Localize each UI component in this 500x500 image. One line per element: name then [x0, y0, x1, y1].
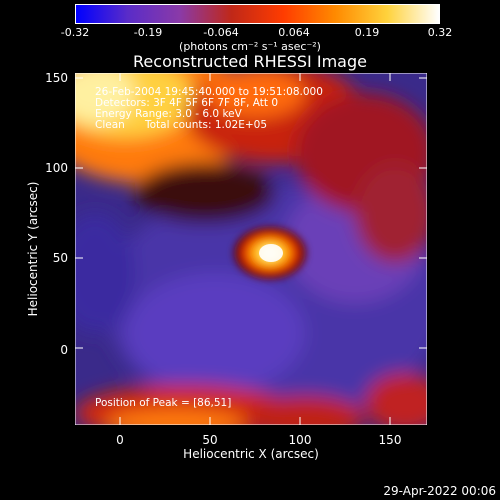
y-axis-label: Heliocentric Y (arcsec): [26, 181, 40, 317]
y-tick-label: 100: [45, 161, 68, 175]
y-tick-label: 150: [45, 71, 68, 85]
x-tick-label: 0: [116, 433, 124, 447]
peak-position-label: Position of Peak = [86,51]: [95, 397, 232, 409]
colorbar-tick: -0.19: [133, 26, 163, 39]
solar-image-canvas: [75, 73, 427, 425]
info-algorithm: Clean: [95, 119, 125, 131]
colorbar-tick: 0.064: [278, 26, 310, 39]
x-tick-label: 100: [288, 433, 312, 447]
info-energy-range: Energy Range: 3.0 - 6.0 keV: [95, 108, 242, 120]
colorbar-tick: -0.32: [60, 26, 90, 39]
x-axis-label: Heliocentric X (arcsec): [183, 447, 319, 461]
colorbar-unit-label: (photons cm⁻² s⁻¹ asec⁻²): [179, 40, 321, 53]
colorbar-tick: 0.19: [354, 26, 380, 39]
footer-date: 29-Apr-2022 00:06: [383, 484, 496, 498]
x-tick-label: 150: [378, 433, 402, 447]
colorbar-tick: 0.32: [427, 26, 453, 39]
solar-image-plot: 26-Feb-2004 19:45:40.000 to 19:51:08.000…: [75, 73, 427, 425]
info-detectors: Detectors: 3F 4F 5F 6F 7F 8F, Att 0: [95, 97, 279, 109]
image-title: Reconstructed RHESSI Image: [133, 52, 367, 71]
colorbar: [75, 4, 440, 24]
colorbar-tick: -0.064: [203, 26, 239, 39]
y-tick-label: 50: [52, 251, 68, 265]
info-time-range: 26-Feb-2004 19:45:40.000 to 19:51:08.000: [95, 86, 323, 98]
info-total-counts: Total counts: 1.02E+05: [145, 119, 268, 131]
x-tick-label: 50: [202, 433, 218, 447]
y-tick-label: 0: [60, 343, 68, 357]
